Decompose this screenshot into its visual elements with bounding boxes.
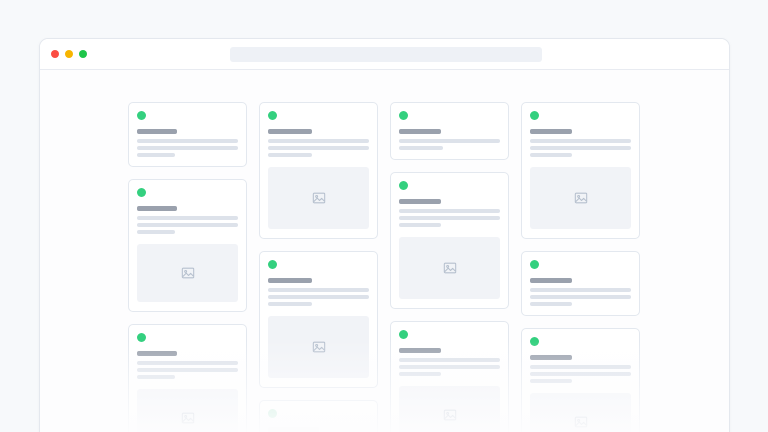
- image-placeholder-icon: [443, 409, 456, 421]
- card-title-placeholder: [399, 129, 442, 134]
- card-text-placeholder: [137, 375, 176, 379]
- card-image-placeholder: [268, 167, 369, 229]
- content-card[interactable]: [128, 324, 247, 432]
- card-text-placeholder: [399, 216, 500, 220]
- card-text-placeholder: [530, 302, 573, 306]
- status-dot-icon: [530, 337, 539, 346]
- card-text-placeholder: [399, 223, 442, 227]
- card-title-placeholder: [137, 129, 178, 134]
- card-text-placeholder: [399, 365, 500, 369]
- content-card[interactable]: [390, 102, 509, 160]
- card-text-placeholder: [268, 146, 369, 150]
- card-text-placeholder: [137, 223, 238, 227]
- card-text-placeholder: [530, 372, 631, 376]
- close-window-button[interactable]: [51, 50, 59, 58]
- status-dot-icon: [268, 409, 277, 418]
- card-grid: [128, 102, 643, 432]
- card-text-placeholder: [137, 361, 238, 365]
- image-placeholder-icon: [574, 192, 587, 204]
- card-text-placeholder: [137, 146, 238, 150]
- window-titlebar: [40, 39, 729, 70]
- content-card[interactable]: [390, 321, 509, 432]
- content-card[interactable]: [259, 102, 378, 239]
- minimize-window-button[interactable]: [65, 50, 73, 58]
- card-title-placeholder: [268, 427, 319, 432]
- status-dot-icon: [137, 333, 146, 342]
- card-text-placeholder: [399, 139, 500, 143]
- card-text-placeholder: [137, 153, 176, 157]
- status-dot-icon: [399, 181, 408, 190]
- browser-window: [39, 38, 730, 432]
- card-text-placeholder: [530, 379, 573, 383]
- maximize-window-button[interactable]: [79, 50, 87, 58]
- card-image-placeholder: [137, 244, 238, 302]
- card-title-placeholder: [530, 355, 573, 360]
- card-image-placeholder: [399, 386, 500, 432]
- card-text-placeholder: [530, 365, 631, 369]
- status-dot-icon: [399, 330, 408, 339]
- content-card[interactable]: [521, 251, 640, 316]
- card-title-placeholder: [137, 351, 178, 356]
- card-text-placeholder: [268, 288, 369, 292]
- card-title-placeholder: [137, 206, 178, 211]
- card-text-placeholder: [530, 295, 631, 299]
- content-card[interactable]: [259, 400, 378, 432]
- card-text-placeholder: [399, 358, 500, 362]
- image-placeholder-icon: [181, 267, 194, 279]
- card-title-placeholder: [530, 278, 573, 283]
- card-text-placeholder: [530, 288, 631, 292]
- card-column-3: [390, 102, 509, 432]
- content-card[interactable]: [259, 251, 378, 388]
- status-dot-icon: [399, 111, 408, 120]
- address-bar-input[interactable]: [230, 47, 542, 62]
- status-dot-icon: [530, 111, 539, 120]
- status-dot-icon: [137, 111, 146, 120]
- card-column-4: [521, 102, 640, 432]
- card-text-placeholder: [268, 153, 313, 157]
- image-placeholder-icon: [312, 341, 325, 353]
- card-text-placeholder: [399, 146, 444, 150]
- card-column-2: [259, 102, 378, 432]
- card-title-placeholder: [399, 348, 442, 353]
- card-image-placeholder: [530, 393, 631, 432]
- status-dot-icon: [268, 111, 277, 120]
- status-dot-icon: [530, 260, 539, 269]
- card-text-placeholder: [137, 139, 238, 143]
- card-title-placeholder: [268, 129, 313, 134]
- card-title-placeholder: [399, 199, 442, 204]
- content-card[interactable]: [128, 179, 247, 312]
- image-placeholder-icon: [181, 412, 194, 424]
- image-placeholder-icon: [312, 192, 325, 204]
- status-dot-icon: [137, 188, 146, 197]
- content-card[interactable]: [521, 328, 640, 432]
- card-image-placeholder: [268, 316, 369, 378]
- card-title-placeholder: [268, 278, 313, 283]
- card-image-placeholder: [399, 237, 500, 299]
- card-text-placeholder: [137, 216, 238, 220]
- card-text-placeholder: [530, 153, 573, 157]
- card-text-placeholder: [530, 139, 631, 143]
- content-card[interactable]: [128, 102, 247, 167]
- image-placeholder-icon: [443, 262, 456, 274]
- card-image-placeholder: [137, 389, 238, 432]
- status-dot-icon: [268, 260, 277, 269]
- traffic-light-controls: [51, 50, 87, 58]
- card-text-placeholder: [530, 146, 631, 150]
- card-text-placeholder: [137, 368, 238, 372]
- card-text-placeholder: [137, 230, 176, 234]
- page-viewport: [40, 70, 729, 432]
- card-text-placeholder: [399, 372, 442, 376]
- card-title-placeholder: [530, 129, 573, 134]
- content-card[interactable]: [521, 102, 640, 239]
- card-text-placeholder: [399, 209, 500, 213]
- card-text-placeholder: [268, 139, 369, 143]
- content-card[interactable]: [390, 172, 509, 309]
- card-text-placeholder: [268, 302, 313, 306]
- image-placeholder-icon: [574, 416, 587, 428]
- card-text-placeholder: [268, 295, 369, 299]
- card-image-placeholder: [530, 167, 631, 229]
- card-column-1: [128, 102, 247, 432]
